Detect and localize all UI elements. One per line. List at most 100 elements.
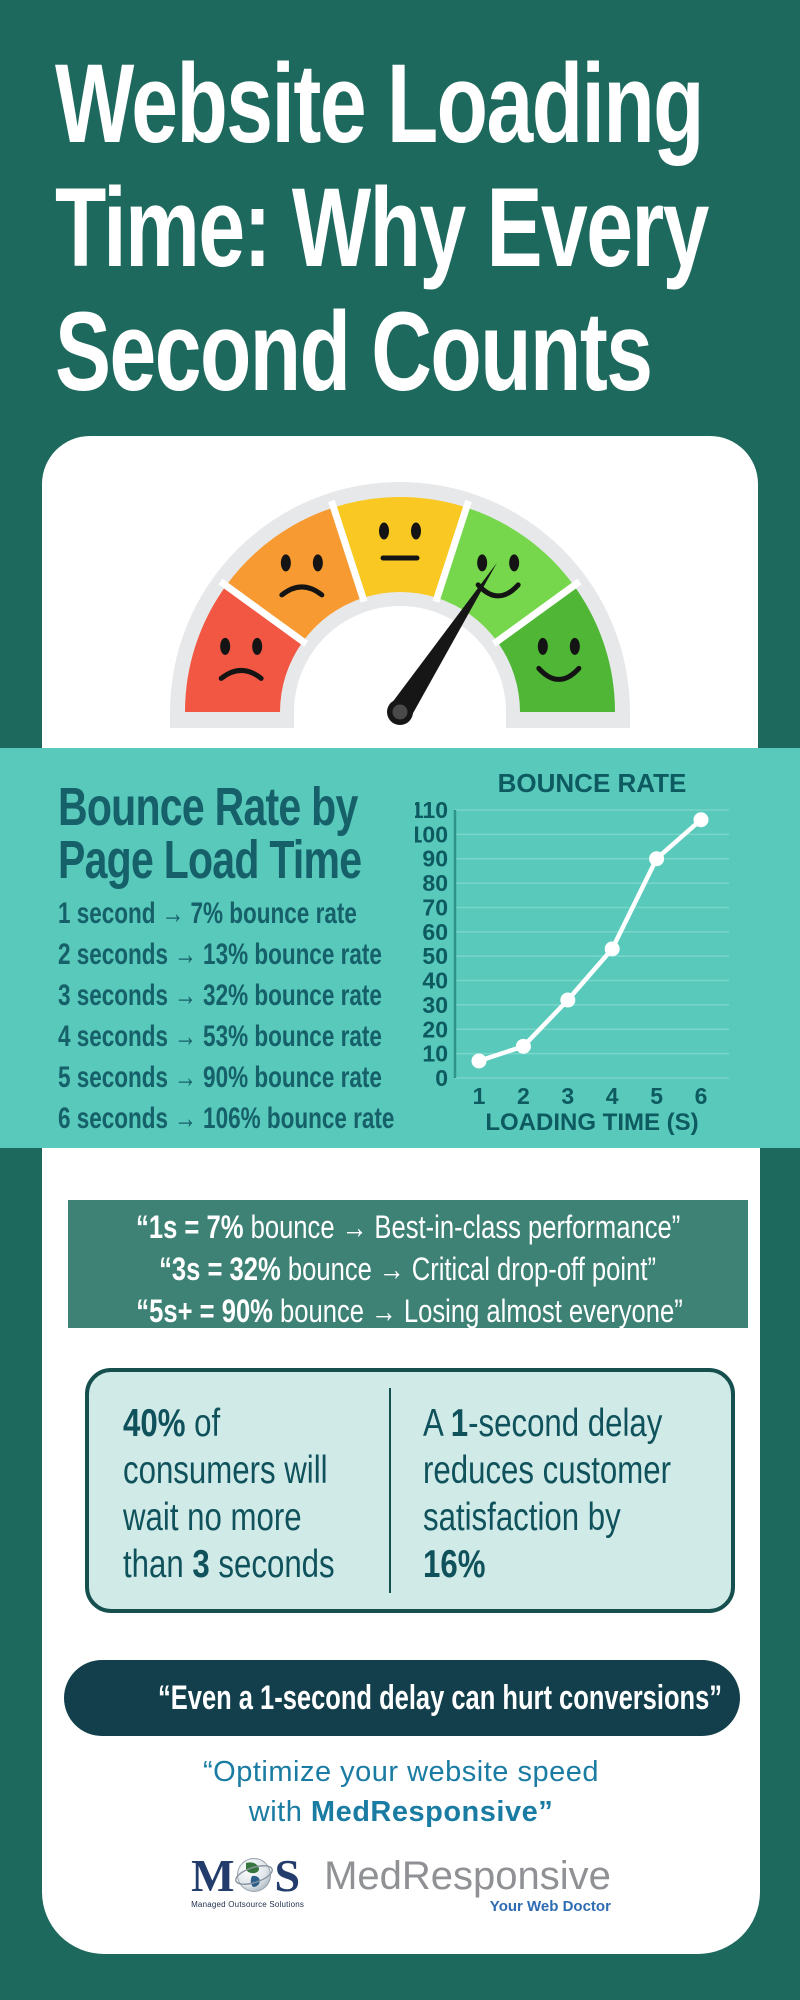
- chart-xtick-label: 5: [650, 1083, 663, 1109]
- brand-tagline: Your Web Doctor: [489, 1898, 611, 1915]
- band-heading-line-2: Page Load Time: [58, 830, 362, 890]
- stat-card-consumers: 40% of consumers will wait no more than …: [123, 1400, 388, 1588]
- face-eye: [280, 554, 291, 572]
- chart-ytick-label: 110: [415, 797, 448, 823]
- chart-xtick-label: 4: [606, 1083, 619, 1109]
- mos-logo: M S: [191, 1850, 305, 1910]
- list-item: 3 seconds → 32% bounce rate: [58, 979, 382, 1012]
- bounce-rate-list: 1 second → 7% bounce rate 2 seconds → 13…: [58, 893, 507, 1139]
- conversion-quote-pill: “Even a 1-second delay can hurt conversi…: [64, 1660, 740, 1736]
- mos-logo-letter-s: S: [274, 1850, 301, 1901]
- face-eye: [379, 522, 389, 540]
- brand-block: MedResponsive Your Web Doctor: [324, 1852, 611, 1916]
- chart-xtick-label: 3: [561, 1083, 574, 1109]
- gauge-needle-hub: [392, 704, 408, 720]
- neutral-face-icon: [379, 522, 421, 561]
- mos-tagline: Managed Outsource Solutions: [191, 1900, 305, 1909]
- gauge-segment-gap: [328, 499, 368, 603]
- stat-divider: [389, 1388, 391, 1593]
- chart-point: [560, 992, 576, 1008]
- chart-point: [604, 941, 620, 957]
- chart-point: [693, 812, 709, 828]
- gauge-card: [42, 436, 758, 748]
- chart-xlabel: LOADING TIME (S): [485, 1109, 698, 1136]
- chart-line: [476, 817, 704, 1064]
- face-eye: [537, 637, 548, 655]
- gauge-segment-gap: [432, 499, 472, 603]
- face-mouth: [536, 665, 582, 682]
- chart-ytick-label: 60: [422, 919, 448, 945]
- stat-line: wait no more: [123, 1496, 302, 1539]
- chart-xtick-label: 1: [473, 1083, 486, 1109]
- globe-icon: [235, 1858, 274, 1892]
- list-item: 4 seconds → 53% bounce rate: [58, 1020, 382, 1053]
- satisfaction-gauge-icon: [170, 482, 630, 728]
- mos-logo-letter-m: M: [191, 1850, 235, 1901]
- stat-line: 40% of: [123, 1402, 221, 1445]
- quote-line: “5s+ = 90% bounce → Losing almost everyo…: [136, 1293, 683, 1329]
- quote-line: “3s = 32% bounce → Critical drop-off poi…: [159, 1251, 657, 1287]
- gauge-needle: [389, 562, 497, 719]
- chart-point: [471, 1053, 487, 1069]
- chart-ytick-label: 70: [422, 894, 448, 920]
- gauge-segment-neutral: [333, 497, 467, 598]
- chart-ytick-label: 100: [415, 821, 448, 847]
- stat-line: A 1-second delay: [423, 1402, 663, 1445]
- quote-line: “1s = 7% bounce → Best-in-class performa…: [136, 1209, 681, 1245]
- chart-ytick-label: 90: [422, 846, 448, 872]
- face-eye: [509, 554, 520, 572]
- chart-ytick-label: 10: [422, 1041, 448, 1067]
- stat-cards: 40% of consumers will wait no more than …: [85, 1368, 735, 1613]
- stat-card-satisfaction: A 1-second delay reduces customer satisf…: [423, 1400, 733, 1588]
- face-eye: [411, 522, 421, 540]
- face-eye: [220, 637, 231, 655]
- bottom-card: “1s = 7% bounce → Best-in-class performa…: [42, 1148, 760, 1954]
- stat-line: satisfaction by: [423, 1496, 621, 1539]
- stat-line: than 3 seconds: [123, 1543, 335, 1586]
- sad-face-icon: [279, 554, 325, 598]
- gauge-segment-gap: [218, 578, 309, 647]
- chart-xtick-label: 6: [695, 1083, 708, 1109]
- chart-title: BOUNCE RATE: [498, 768, 687, 798]
- cta-text: “Optimize your website speed with MedRes…: [42, 1752, 760, 1832]
- face-mouth: [218, 667, 264, 681]
- pill-text: “Even a 1-second delay can hurt conversi…: [158, 1679, 723, 1717]
- chart-ytick-label: 40: [422, 968, 448, 994]
- stat-line: 16%: [423, 1543, 486, 1586]
- list-item: 6 seconds → 106% bounce rate: [58, 1102, 395, 1135]
- face-eye: [252, 637, 263, 655]
- list-item: 2 seconds → 13% bounce rate: [58, 938, 382, 971]
- chart-ytick-label: 30: [422, 992, 448, 1018]
- face-eye: [477, 554, 488, 572]
- brand-name: MedResponsive: [324, 1854, 611, 1898]
- list-item: 5 seconds → 90% bounce rate: [58, 1061, 382, 1094]
- gauge-segment-gap: [491, 578, 582, 647]
- face-mouth: [279, 584, 325, 598]
- quote-box: “1s = 7% bounce → Best-in-class performa…: [68, 1200, 748, 1329]
- gauge-segment-very-happy: [497, 585, 615, 712]
- face-eye: [569, 637, 580, 655]
- list-item: 1 second → 7% bounce rate: [58, 897, 357, 930]
- stat-line: consumers will: [123, 1449, 328, 1492]
- chart-xtick-label: 2: [517, 1083, 530, 1109]
- very-sad-face-icon: [218, 637, 264, 681]
- very-happy-face-icon: [536, 637, 582, 682]
- title-line-3: Second Counts: [55, 289, 653, 414]
- band-heading: Bounce Rate by Page Load Time: [58, 777, 457, 890]
- cta-line: “Optimize your website speed: [203, 1756, 599, 1788]
- footer-logo-row: M S: [42, 1852, 760, 1916]
- title-line-2: Time: Why Every: [55, 165, 709, 290]
- gauge-segment-very-sad: [185, 585, 303, 712]
- face-eye: [312, 554, 323, 572]
- page-title: Website Loading Time: Why Every Second C…: [55, 42, 800, 414]
- chart-ytick-label: 50: [422, 943, 448, 969]
- cta-line: with MedResponsive”: [248, 1796, 554, 1828]
- bounce-rate-band: Bounce Rate by Page Load Time 1 second →…: [0, 748, 800, 1148]
- chart-point: [649, 851, 665, 867]
- band-heading-line-1: Bounce Rate by: [58, 777, 358, 837]
- chart-ytick-label: 80: [422, 870, 448, 896]
- chart-point: [515, 1038, 531, 1054]
- stat-line: reduces customer: [423, 1449, 671, 1492]
